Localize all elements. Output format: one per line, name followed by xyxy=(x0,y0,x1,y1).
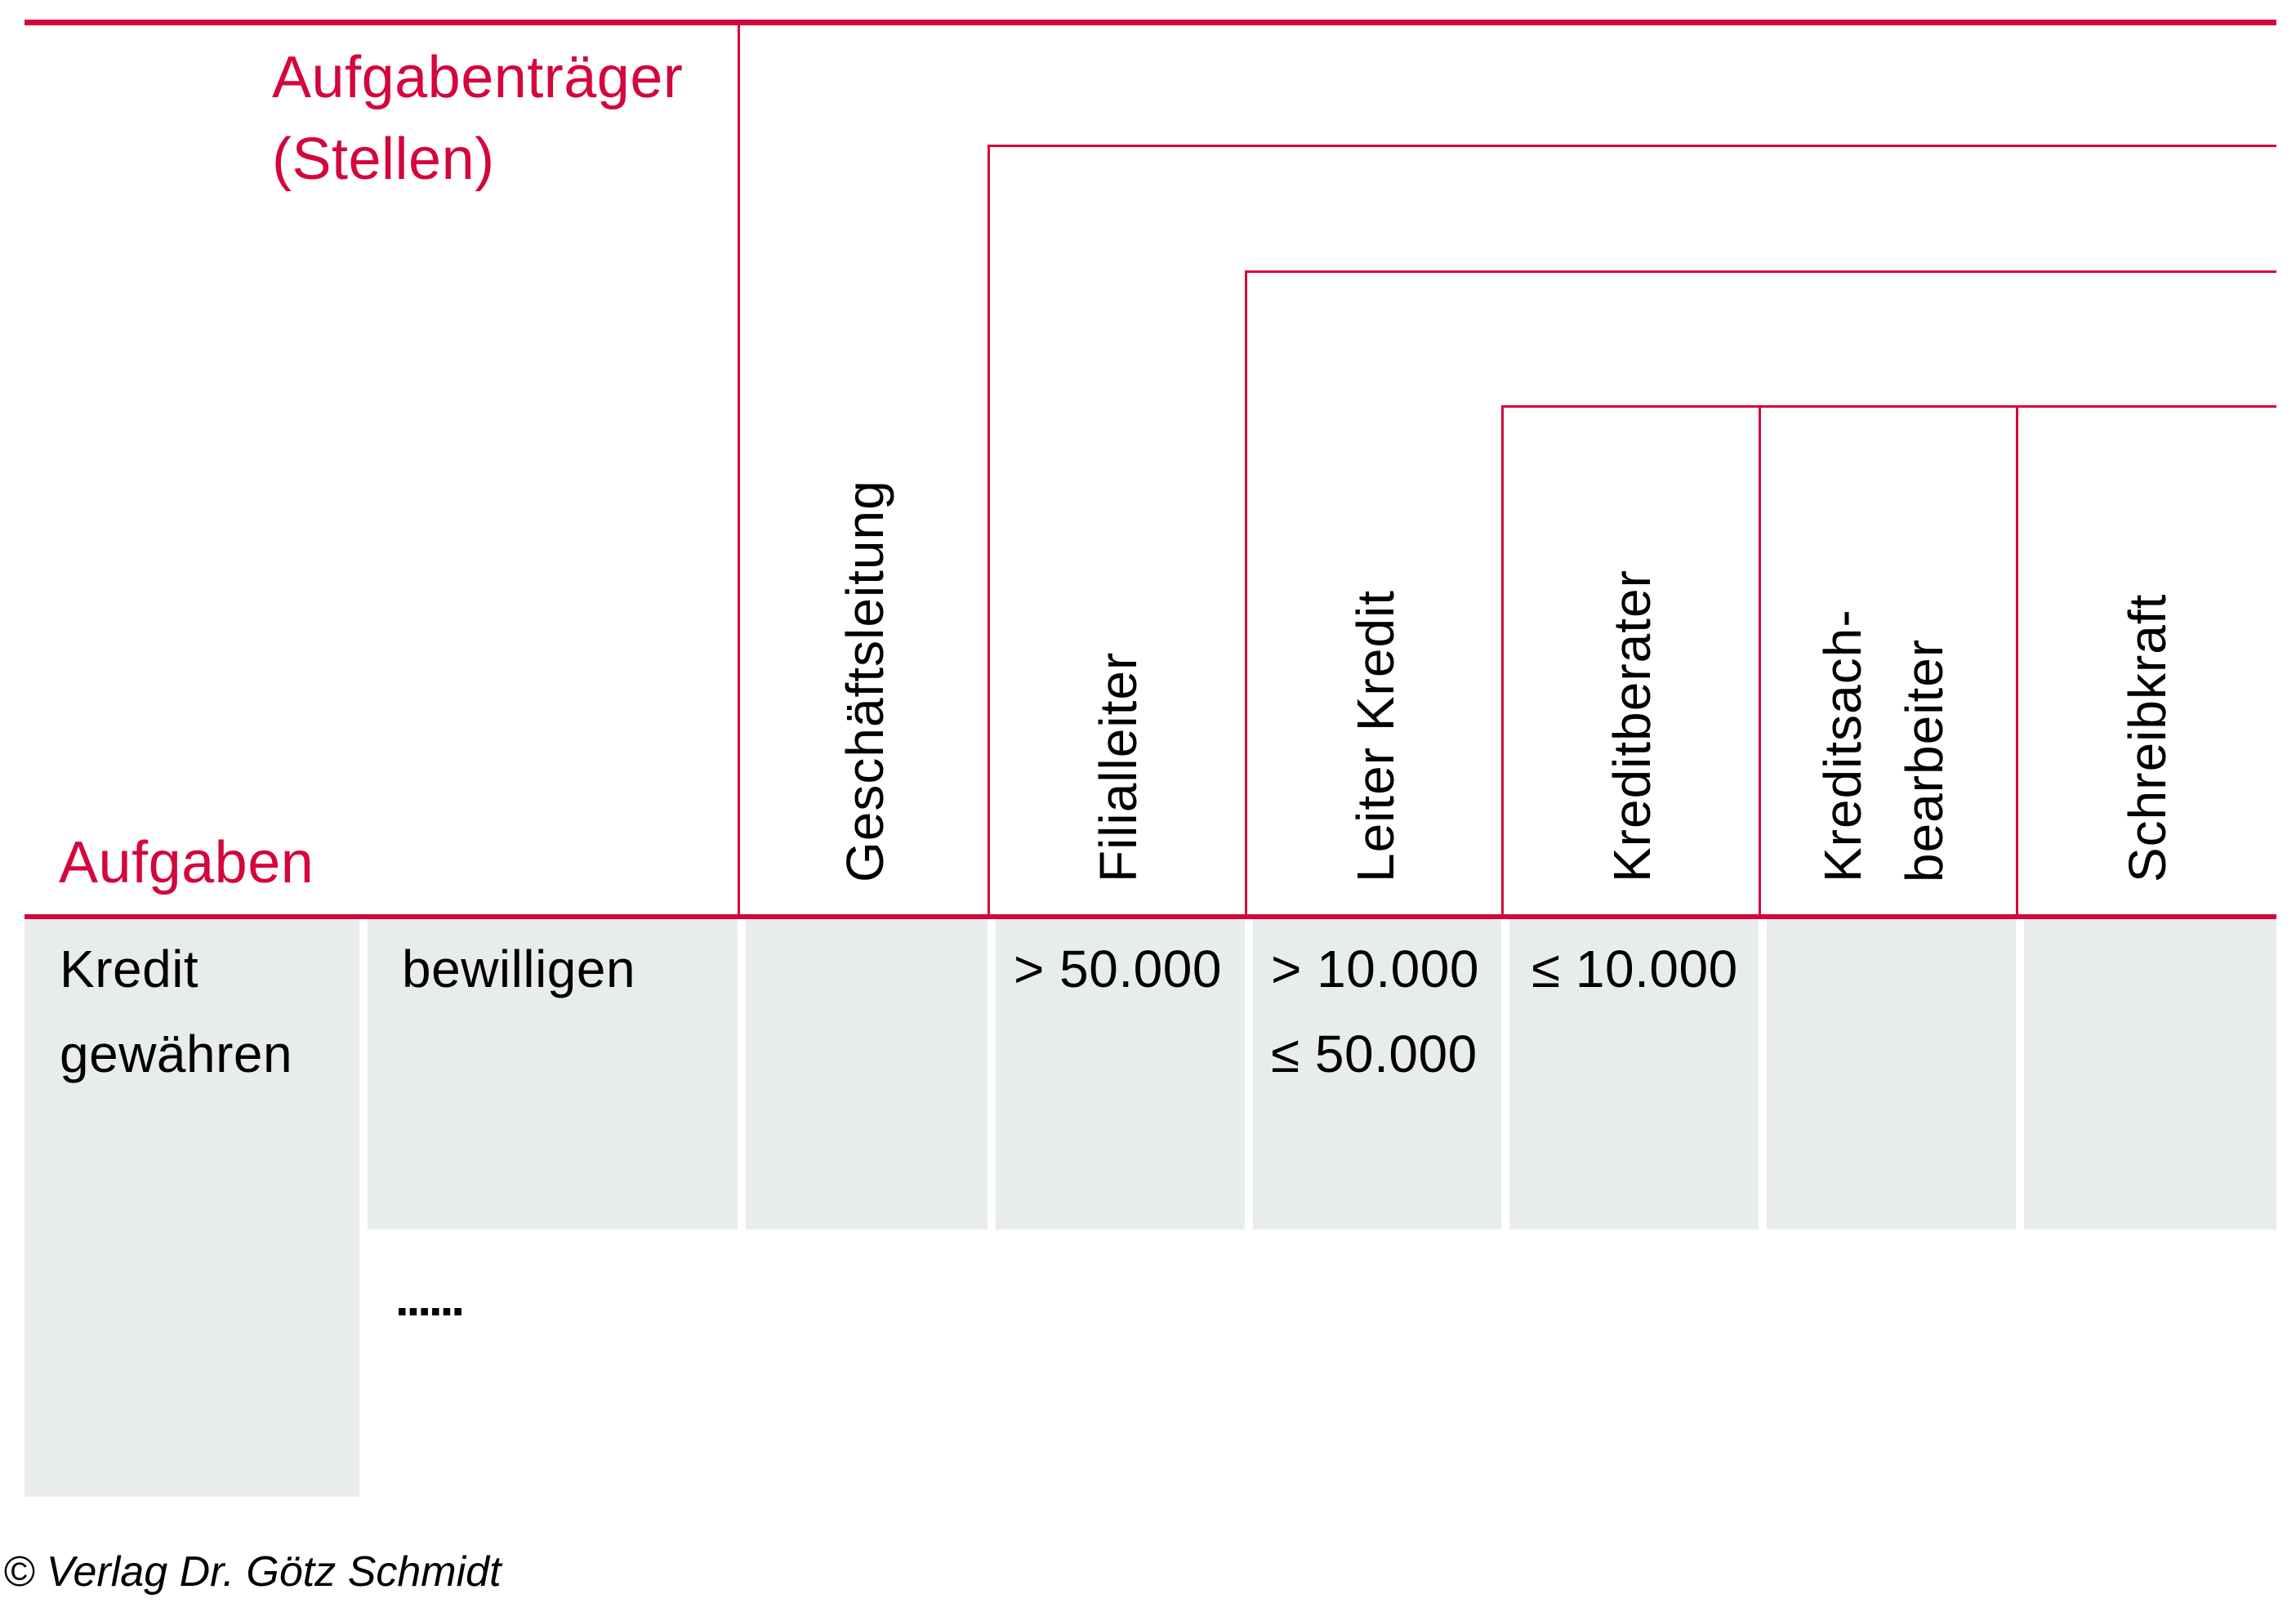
column-divider-6 xyxy=(2016,408,2018,914)
column-label-schreibkraft: Schreibkraft xyxy=(2118,593,2177,882)
row1-cell-schreibkraft xyxy=(2024,919,2276,1230)
column-divider-5 xyxy=(1759,408,1761,914)
header-bottom-rule xyxy=(25,914,2276,919)
subtask-name: bewilligen xyxy=(402,940,636,998)
column-divider-2 xyxy=(988,147,990,914)
column-label-kreditberater: Kreditberater xyxy=(1603,569,1661,882)
cell-value-filialleiter: > 50.000 xyxy=(1014,940,1222,998)
stepped-rule-2-horizontal xyxy=(988,145,2276,147)
row-axis-title-text: Aufgaben xyxy=(59,830,314,895)
task-name-line2: gewähren xyxy=(60,1025,293,1083)
cell-value-kreditberater: ≤ 10.000 xyxy=(1531,940,1738,998)
column-divider-3 xyxy=(1245,273,1247,914)
column-label-kreditsachbearbeiter: Kreditsach- bearbeiter xyxy=(1802,609,1965,882)
cell-value-leiter-kredit-line1: > 10.000 xyxy=(1271,940,1479,998)
column-axis-title-line1: Aufgabenträger xyxy=(272,45,684,110)
row1-cell-kreditberater xyxy=(1509,919,1759,1230)
column-label-kreditsachbearbeiter-line2: bearbeiter xyxy=(1895,638,1954,882)
task-column-band xyxy=(25,919,359,1497)
row1-cell-kreditsachbearbeiter xyxy=(1767,919,2016,1230)
copyright: © Verlag Dr. Götz Schmidt xyxy=(3,1548,502,1596)
ellipsis-row: ...... xyxy=(395,1271,465,1326)
column-label-filialleiter: Filialleiter xyxy=(1089,651,1148,882)
row1-cell-filialleiter xyxy=(996,919,1245,1230)
row1-cell-geschaeftsleitung xyxy=(746,919,988,1230)
cell-value-leiter-kredit-line2: ≤ 50.000 xyxy=(1271,1025,1478,1083)
stepped-rule-4-horizontal xyxy=(1501,405,2276,408)
stepped-rule-3-horizontal xyxy=(1245,270,2276,273)
column-label-leiter-kredit: Leiter Kredit xyxy=(1346,589,1405,882)
top-rule xyxy=(25,20,2276,25)
column-axis-title: Aufgabenträger (Stellen) xyxy=(272,37,683,200)
column-divider-1 xyxy=(738,25,740,914)
task-name: Kredit gewähren xyxy=(60,927,292,1096)
task-name-line1: Kredit xyxy=(60,940,199,998)
row1-cell-leiter-kredit xyxy=(1253,919,1501,1230)
row-axis-title: Aufgaben xyxy=(59,822,314,904)
column-axis-title-line2: (Stellen) xyxy=(272,127,495,192)
column-label-kreditsachbearbeiter-line1: Kreditsach- xyxy=(1813,609,1872,882)
column-divider-4 xyxy=(1501,408,1504,914)
cell-value-leiter-kredit: > 10.000 ≤ 50.000 xyxy=(1271,927,1479,1096)
row1-cell-subtask xyxy=(368,919,738,1230)
column-label-geschaeftsleitung: Geschäftsleitung xyxy=(836,480,894,882)
